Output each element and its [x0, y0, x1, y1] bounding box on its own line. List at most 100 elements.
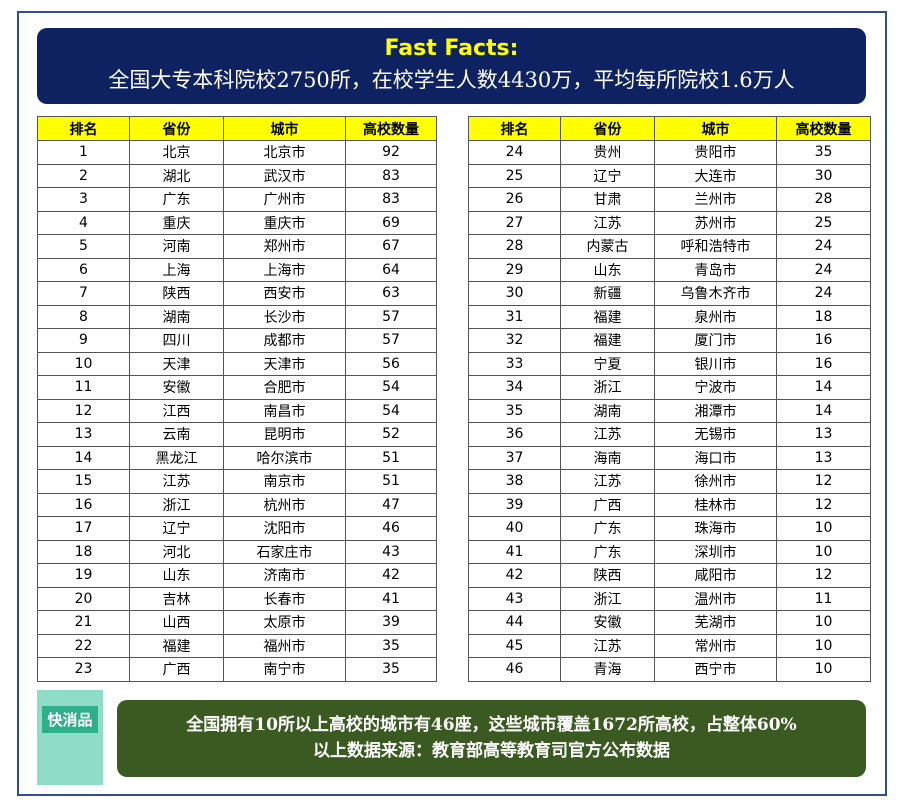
table-cell: 30	[468, 281, 561, 306]
table-cell: 江苏	[560, 633, 655, 658]
table-cell: 南京市	[223, 469, 346, 494]
table-cell: 长沙市	[223, 304, 346, 329]
table-cell: 云南	[129, 422, 224, 447]
table-row: 26 甘肃 兰州市 28	[468, 187, 871, 212]
table-row: 15 江苏 南京市 51	[37, 469, 437, 494]
footer: 全国拥有10所以上高校的城市有46座，这些城市覆盖1672所高校，占整体60% …	[117, 700, 866, 777]
table-cell: 27	[468, 210, 561, 235]
table-cell: 92	[345, 140, 437, 165]
table-cell: 兰州市	[654, 187, 777, 212]
table-cell: 14	[37, 445, 130, 470]
table-cell: 福建	[129, 633, 224, 658]
table-cell: 45	[468, 633, 561, 658]
table-cell: 海南	[560, 445, 655, 470]
table-cell: 12	[776, 563, 871, 588]
frame	[17, 11, 887, 796]
table-cell: 24	[776, 234, 871, 259]
column-header: 排名	[468, 116, 561, 141]
table-cell: 26	[468, 187, 561, 212]
book-title: 快消品	[42, 706, 98, 733]
table-cell: 郑州市	[223, 234, 346, 259]
table-row: 36 江苏 无锡市 13	[468, 422, 871, 447]
footer-line: 全国拥有10所以上高校的城市有46座，这些城市覆盖1672所高校，占整体60%	[186, 715, 797, 735]
table-cell: 4	[37, 210, 130, 235]
table-cell: 山东	[560, 257, 655, 282]
table-cell: 上海	[129, 257, 224, 282]
table-cell: 25	[468, 163, 561, 188]
table-cell: 山东	[129, 563, 224, 588]
table-cell: 南宁市	[223, 657, 346, 682]
table-cell: 35	[345, 657, 437, 682]
table-cell: 42	[468, 563, 561, 588]
table-cell: 12	[776, 469, 871, 494]
table-cell: 陕西	[129, 281, 224, 306]
column-header: 高校数量	[776, 116, 871, 141]
table-cell: 54	[345, 375, 437, 400]
table-cell: 28	[468, 234, 561, 259]
table-cell: 39	[345, 610, 437, 635]
table-cell: 35	[468, 398, 561, 423]
table-cell: 成都市	[223, 328, 346, 353]
table-cell: 广西	[129, 657, 224, 682]
table-cell: 广东	[560, 539, 655, 564]
table-cell: 湘潭市	[654, 398, 777, 423]
table-cell: 徐州市	[654, 469, 777, 494]
table-cell: 67	[345, 234, 437, 259]
header-row: 排名 省份 城市 高校数量	[37, 116, 437, 141]
table-row: 44 安徽 芜湖市 10	[468, 610, 871, 635]
table-cell: 35	[776, 140, 871, 165]
table-row: 8 湖南 长沙市 57	[37, 304, 437, 329]
table-cell: 32	[468, 328, 561, 353]
table-cell: 18	[37, 539, 130, 564]
table-cell: 3	[37, 187, 130, 212]
table-cell: 重庆	[129, 210, 224, 235]
table-cell: 乌鲁木齐市	[654, 281, 777, 306]
table-cell: 安徽	[129, 375, 224, 400]
table-row: 10 天津 天津市 56	[37, 351, 437, 376]
table-cell: 10	[776, 633, 871, 658]
table-row: 7 陕西 西安市 63	[37, 281, 437, 306]
table-row: 27 江苏 苏州市 25	[468, 210, 871, 235]
table-cell: 83	[345, 187, 437, 212]
table-cell: 41	[345, 586, 437, 611]
table-cell: 黑龙江	[129, 445, 224, 470]
table-cell: 海口市	[654, 445, 777, 470]
table-cell: 福州市	[223, 633, 346, 658]
table-cell: 广东	[129, 187, 224, 212]
table-cell: 广西	[560, 492, 655, 517]
column-header: 排名	[37, 116, 130, 141]
table-cell: 34	[468, 375, 561, 400]
table-cell: 四川	[129, 328, 224, 353]
table-cell: 江西	[129, 398, 224, 423]
table-cell: 6	[37, 257, 130, 282]
table-cell: 福建	[560, 328, 655, 353]
table-cell: 贵阳市	[654, 140, 777, 165]
table-cell: 17	[37, 516, 130, 541]
table-cell: 11	[776, 586, 871, 611]
table-cell: 吉林	[129, 586, 224, 611]
table-cell: 上海市	[223, 257, 346, 282]
table-cell: 13	[776, 422, 871, 447]
table-cell: 福建	[560, 304, 655, 329]
table-cell: 54	[345, 398, 437, 423]
table-cell: 21	[37, 610, 130, 635]
table-cell: 24	[468, 140, 561, 165]
table-cell: 42	[345, 563, 437, 588]
table-row: 17 辽宁 沈阳市 46	[37, 516, 437, 541]
column-header: 省份	[129, 116, 224, 141]
table-row: 42 陕西 咸阳市 12	[468, 563, 871, 588]
table-cell: 57	[345, 304, 437, 329]
table-row: 41 广东 深圳市 10	[468, 539, 871, 564]
table-cell: 咸阳市	[654, 563, 777, 588]
title: Fast Facts:	[384, 36, 519, 61]
table-cell: 青岛市	[654, 257, 777, 282]
table-cell: 22	[37, 633, 130, 658]
table-cell: 51	[345, 445, 437, 470]
table-cell: 新疆	[560, 281, 655, 306]
table-cell: 北京	[129, 140, 224, 165]
table-row: 46 青海 西宁市 10	[468, 657, 871, 682]
table-row: 16 浙江 杭州市 47	[37, 492, 437, 517]
table-cell: 广州市	[223, 187, 346, 212]
table-row: 33 宁夏 银川市 16	[468, 351, 871, 376]
table-cell: 甘肃	[560, 187, 655, 212]
